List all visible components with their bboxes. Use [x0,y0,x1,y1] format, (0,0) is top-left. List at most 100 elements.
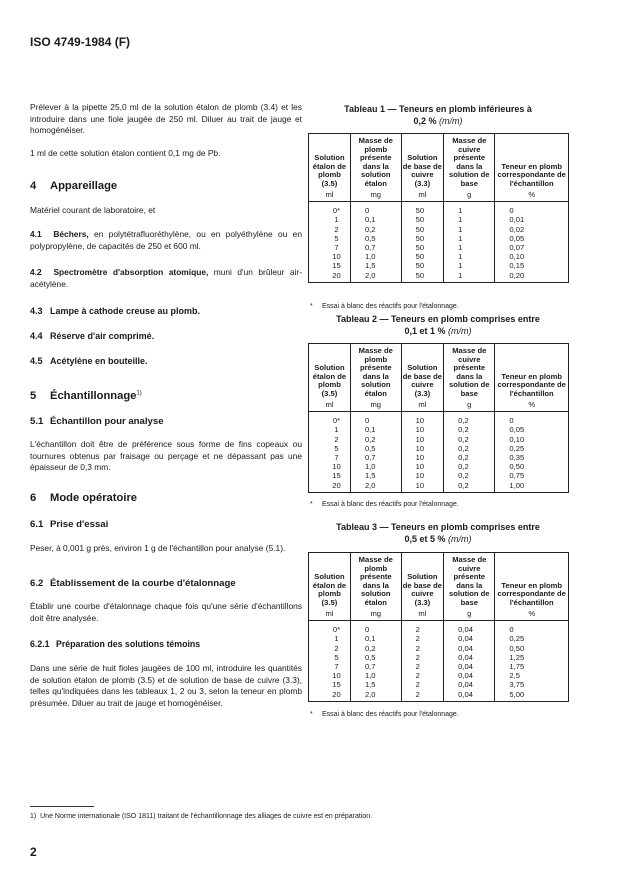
table-caption: Tableau 2 — Teneurs en plomb comprises e… [308,313,568,337]
table-cell: 0,04 [443,643,495,653]
table-cell: 0,7 [349,242,402,253]
table-cell: 0,05 [494,425,569,435]
column-label: Teneur en plomb correspondante de l'écha… [497,161,566,188]
table-row: 0* 0 10 0,2 0 [309,411,569,426]
section-title: Échantillonnage [50,390,137,402]
table-cell: 0,04 [443,671,495,681]
table-cell: 1,00 [494,480,569,493]
table-cell: 50 [400,252,444,262]
table-cell: 0,2 [443,434,495,444]
table-cell: 1,0 [349,462,402,472]
table-cell: 0,2 [443,471,495,481]
table-caption: Tableau 1 — Teneurs en plomb inférieures… [308,103,568,127]
column-unit: ml [418,608,427,618]
table-row: 1 0,1 10 0,2 0,05 [309,425,569,435]
table-cell: 0,7 [349,452,402,463]
table-caption: Tableau 3 — Teneurs en plomb comprises e… [308,521,568,545]
clause-number: 4.4 [30,331,43,341]
column-header: Solution de base de cuivre (3.3) ml [400,552,444,622]
table-cell: 10 [400,480,444,493]
note-marker: * [310,711,313,718]
paragraph: Peser, à 0,001 g près, environ 1 g de l'… [30,543,286,553]
table-cell: 2 [334,643,339,653]
data-table-1: Solution étalon de plomb (3.5) ml Masse de… [308,133,569,283]
column-label: Masse de cuivre présente dans la solutio… [449,136,490,188]
section-title: Établissement de la courbe d'étalonnage [50,578,236,589]
caption-line: Tableau 3 — Teneurs en plomb comprises e… [336,522,540,532]
caption-line-2: 0,1 et 1 % (m/m) [308,325,568,337]
clause-4-3: 4.3 Lampe à cathode creuse au plomb. [30,306,200,316]
table-cell: 0 [349,411,402,426]
section-number: 4 [30,180,37,192]
table-cell: 3,75 [494,680,569,690]
table-row: 20 2,0 10 0,2 1,00 [309,480,569,493]
column-header: Masse de plomb présente dans la solution… [349,133,402,203]
table-cell: 1,5 [349,471,402,481]
column-header: Teneur en plomb correspondante de l'écha… [494,133,569,203]
column-label: Masse de plomb présente dans la solution… [358,555,393,607]
clause-text: en polytétrafluoréthylène, ou en polyéth… [30,229,302,251]
column-header: Solution de base de cuivre (3.3) ml [400,133,444,203]
column-label: Teneur en plomb correspondante de l'écha… [497,371,566,398]
table-cell: 15 [332,680,341,690]
section-number: 6.2 [30,578,44,589]
table-row: 10 1,0 50 1 0,10 [309,252,569,262]
column-label: Solution étalon de plomb (3.5) [312,153,347,188]
table-cell: 50 [400,224,444,234]
clause-number: 4.3 [30,306,43,316]
table-cell: 2,0 [349,689,402,702]
table-cell: 1 [334,425,339,435]
table-cell: 2,0 [349,480,402,493]
column-unit: ml [418,189,427,199]
table-cell: 50 [400,215,444,225]
column-unit: g [467,189,472,199]
table-cell: 1,5 [349,261,402,271]
table-cell: 0* [332,416,341,426]
table-cell: 0,2 [349,224,402,234]
data-table-2: Solution étalon de plomb (3.5) ml Masse de… [308,343,569,493]
table-cell: 1 [443,201,495,216]
paragraph: L'échantillon doit être de préférence so… [30,439,302,473]
caption-line-2: 0,2 % (m/m) [308,115,568,127]
column-header: Masse de plomb présente dans la solution… [349,343,402,413]
section-heading-6-1: 6.1 Prise d'essai [30,519,108,530]
table-cell: 0,04 [443,689,495,702]
table-cell: 10 [332,671,341,681]
section-heading-4: 4 Appareillage [30,180,117,192]
table-cell: 5 [334,652,339,662]
table-cell: 0,2 [443,452,495,463]
table-row: 2 0,2 50 1 0,02 [309,224,569,234]
table-cell: 0 [494,620,569,635]
table-row: 7 0,7 2 0,04 1,75 [309,661,569,672]
table-cell: 0 [349,201,402,216]
table-cell: 0 [494,411,569,426]
table-cell: 1 [443,215,495,225]
table-cell: 0,50 [494,643,569,653]
column-unit: % [528,189,536,199]
table-cell: 0,04 [443,652,495,662]
table-cell: 0* [332,625,341,635]
table-row: 20 2,0 50 1 0,20 [309,270,569,283]
table-row: 7 0,7 10 0,2 0,35 [309,452,569,463]
note-text: Essai à blanc des réactifs pour l'étalon… [322,303,459,310]
table-cell: 0,04 [443,680,495,690]
table-cell: 50 [400,201,444,216]
clause-4-4: 4.4 Réserve d'air comprimé. [30,331,154,341]
table-cell: 1 [443,224,495,234]
caption-unit: (m/m) [448,534,472,544]
column-label: Masse de plomb présente dans la solution… [358,136,393,188]
table-cell: 2 [400,634,444,644]
column-header: Solution de base de cuivre (3.3) ml [400,343,444,413]
column-header: Solution étalon de plomb (3.5) ml [308,552,351,622]
clause-number: 4.2 [30,267,42,277]
caption-unit: (m/m) [448,326,472,336]
table-cell: 1,0 [349,252,402,262]
table-cell: 10 [332,462,341,472]
note-text: Essai à blanc des réactifs pour l'étalon… [322,501,459,508]
column-header: Solution étalon de plomb (3.5) ml [308,133,351,203]
clause-title: Réserve d'air comprimé. [50,331,155,341]
column-unit: g [467,608,472,618]
table-cell: 1 [443,252,495,262]
section-number: 5 [30,390,37,402]
table-cell: 10 [400,434,444,444]
